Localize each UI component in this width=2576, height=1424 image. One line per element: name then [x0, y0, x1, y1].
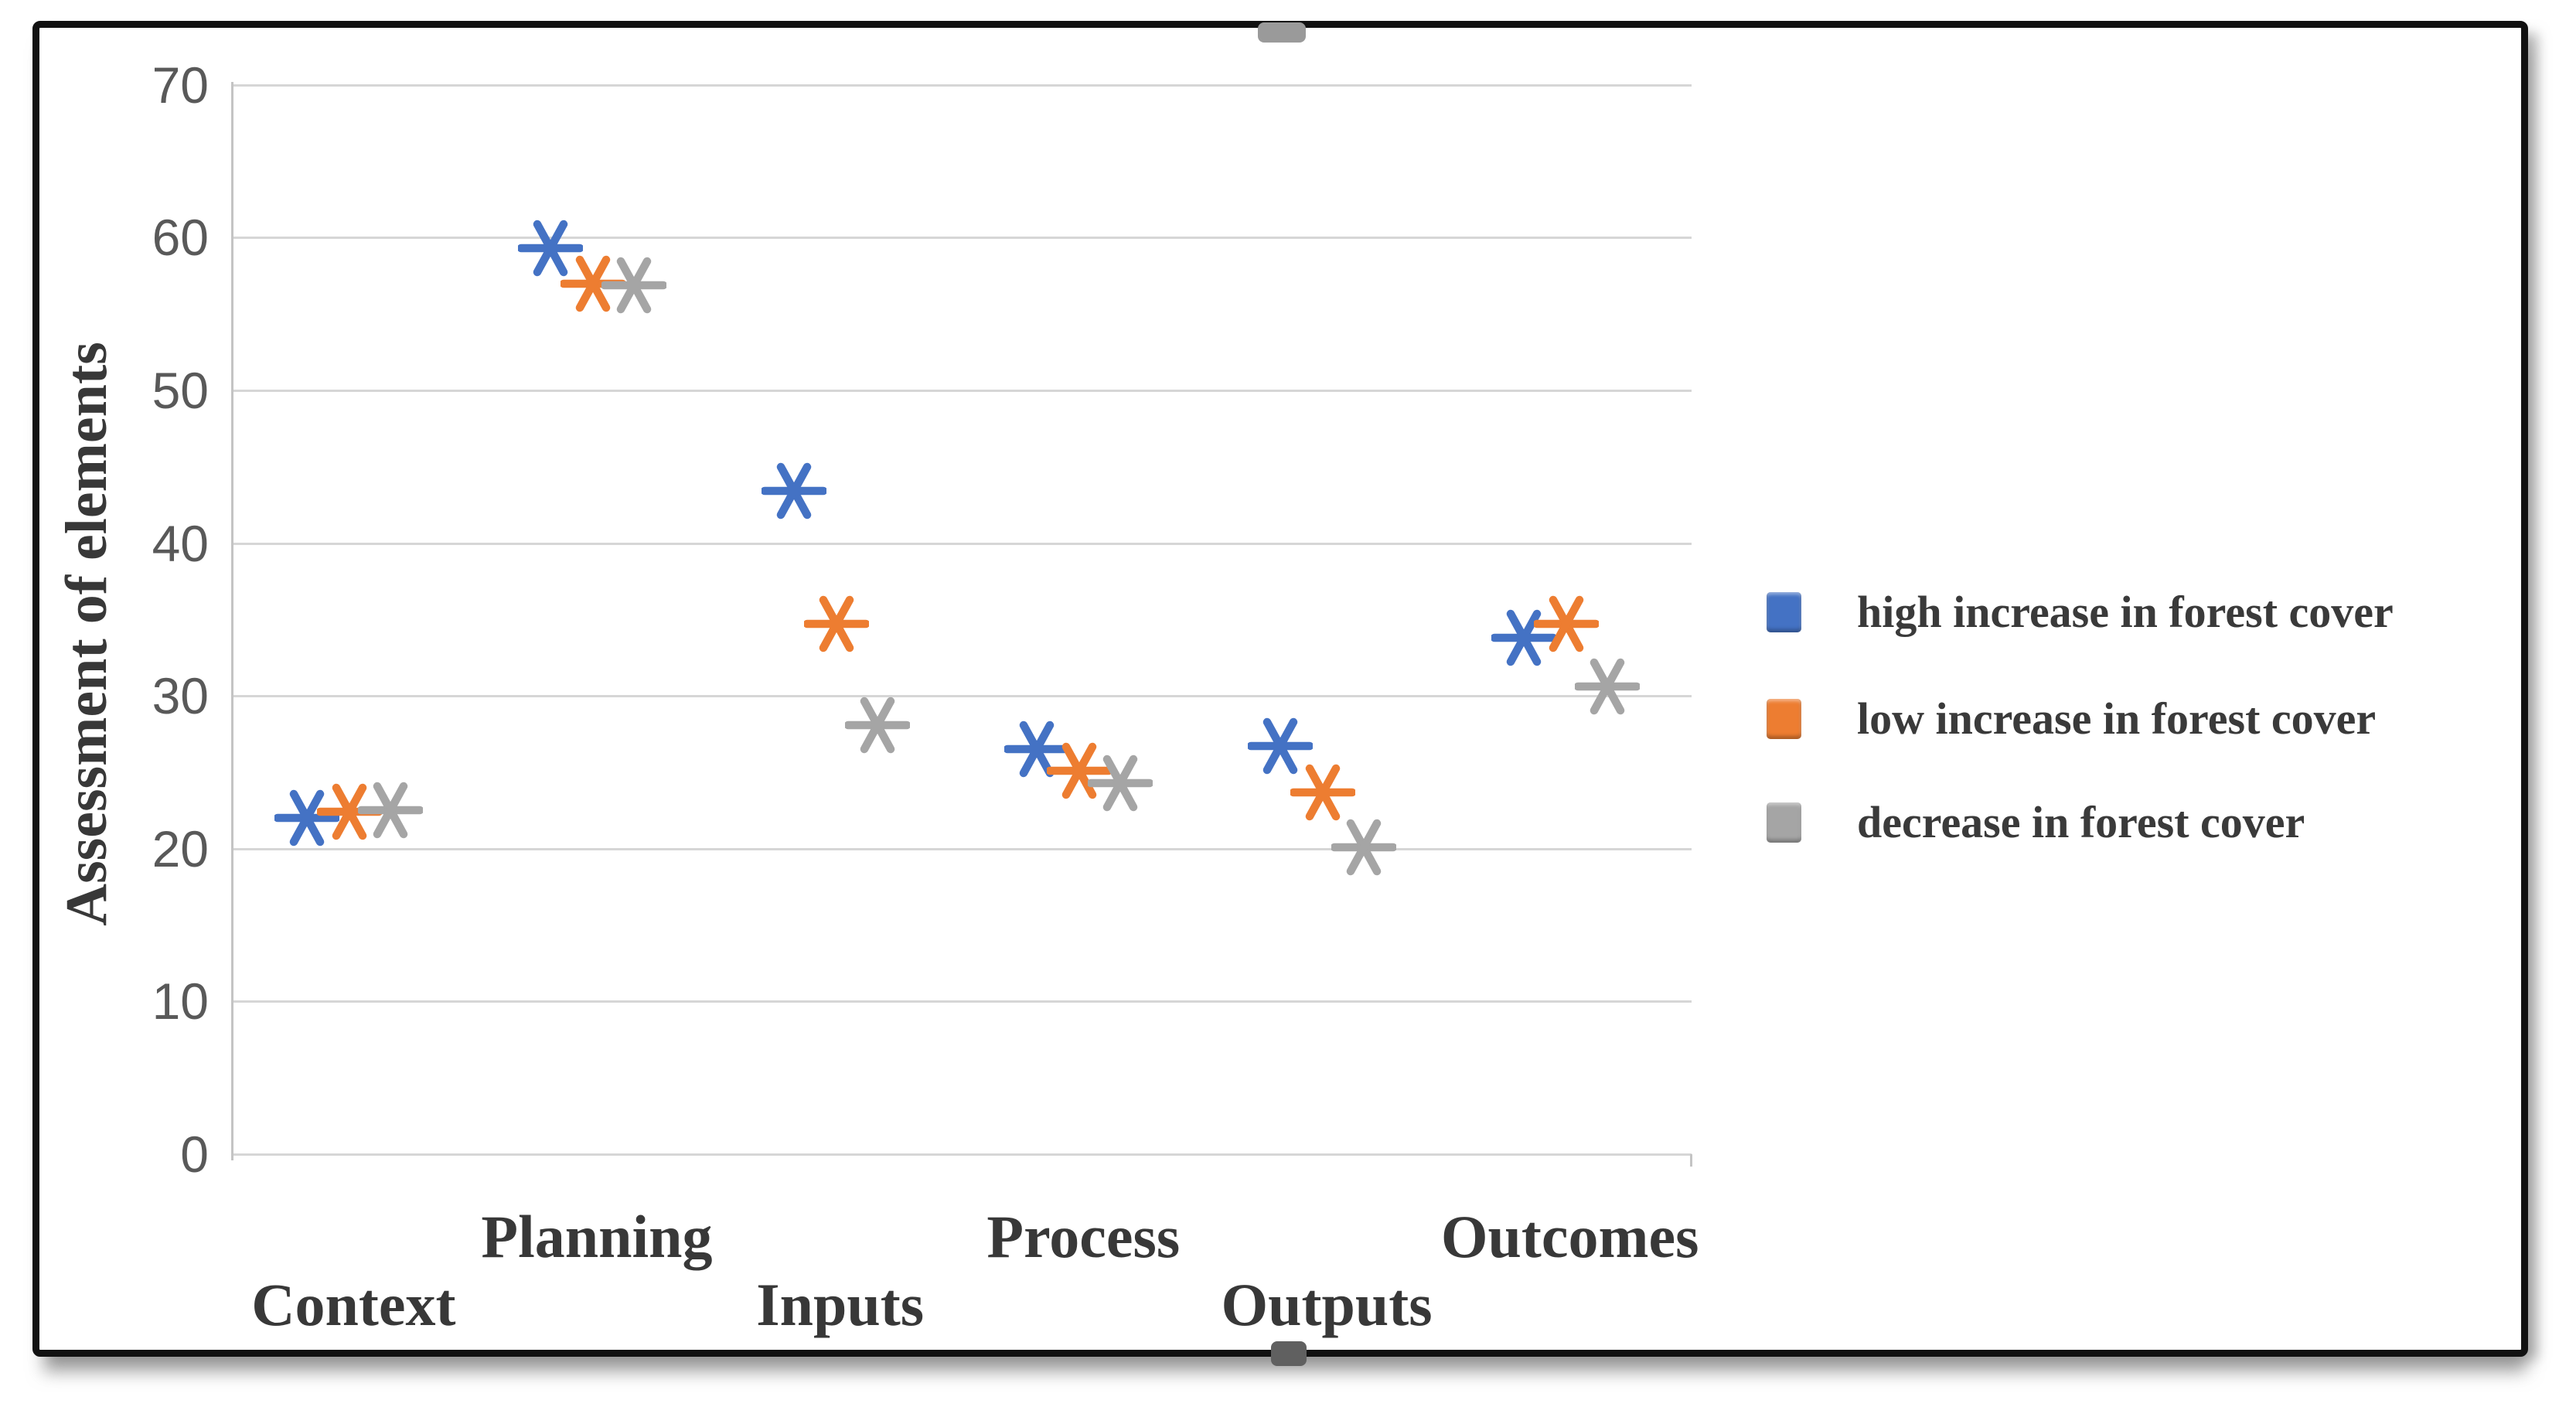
data-point-inputs-series-2 — [844, 697, 910, 753]
x-category-label-planning: Planning — [481, 1203, 713, 1270]
data-point-planning-series-0 — [518, 220, 583, 277]
data-point-context-series-2 — [358, 782, 424, 839]
gridline — [232, 847, 1692, 850]
x-axis-end-tick — [1690, 1154, 1692, 1167]
gridline — [232, 695, 1692, 698]
y-tick-label: 60 — [152, 209, 209, 267]
data-point-context-series-0 — [274, 790, 340, 847]
y-tick-label: 50 — [152, 362, 209, 419]
data-point-outputs-series-1 — [1290, 764, 1355, 820]
data-point-outputs-series-0 — [1248, 718, 1313, 775]
data-point-outputs-series-2 — [1331, 819, 1396, 876]
y-axis-line — [231, 81, 233, 1160]
x-category-label-outputs: Outputs — [1221, 1271, 1433, 1338]
data-point-outcomes-series-0 — [1491, 609, 1556, 666]
x-category-label-inputs: Inputs — [756, 1271, 925, 1338]
legend-swatch-icon — [1767, 802, 1801, 843]
chart-figure-frame[interactable] — [32, 21, 2528, 1357]
data-point-process-series-1 — [1047, 742, 1113, 799]
selection-handle-bottom-icon[interactable] — [1271, 1341, 1307, 1366]
legend-item: low increase in forest cover — [1767, 688, 2376, 750]
legend-label: low increase in forest cover — [1857, 693, 2377, 744]
y-tick-label: 20 — [152, 819, 209, 877]
data-point-inputs-series-0 — [761, 463, 826, 520]
gridline — [232, 390, 1692, 392]
gridline — [232, 1153, 1692, 1156]
gridline — [232, 1000, 1692, 1003]
y-tick-label: 70 — [152, 56, 209, 114]
x-category-label-process: Process — [986, 1203, 1181, 1270]
data-point-inputs-series-1 — [803, 596, 869, 652]
data-point-process-series-0 — [1004, 721, 1070, 778]
gridline — [232, 542, 1692, 545]
legend-label: high increase in forest cover — [1857, 587, 2394, 637]
legend-swatch-icon — [1767, 699, 1801, 739]
data-point-outcomes-series-1 — [1533, 596, 1599, 652]
gridline — [232, 237, 1692, 240]
legend-item: high increase in forest cover — [1767, 581, 2394, 643]
y-tick-label: 40 — [152, 514, 209, 572]
selection-handle-top-icon[interactable] — [1258, 22, 1306, 43]
x-category-label-outcomes: Outcomes — [1440, 1203, 1699, 1270]
legend-item: decrease in forest cover — [1767, 792, 2305, 853]
y-tick-label: 30 — [152, 667, 209, 725]
data-point-planning-series-2 — [601, 257, 666, 313]
legend-swatch-icon — [1767, 592, 1801, 632]
y-tick-label: 0 — [180, 1126, 209, 1183]
data-point-outcomes-series-2 — [1574, 659, 1640, 715]
legend-label: decrease in forest cover — [1857, 797, 2305, 847]
y-tick-label: 10 — [152, 973, 209, 1031]
x-category-label-context: Context — [251, 1271, 456, 1338]
data-point-process-series-2 — [1088, 755, 1153, 812]
gridline — [232, 83, 1692, 87]
